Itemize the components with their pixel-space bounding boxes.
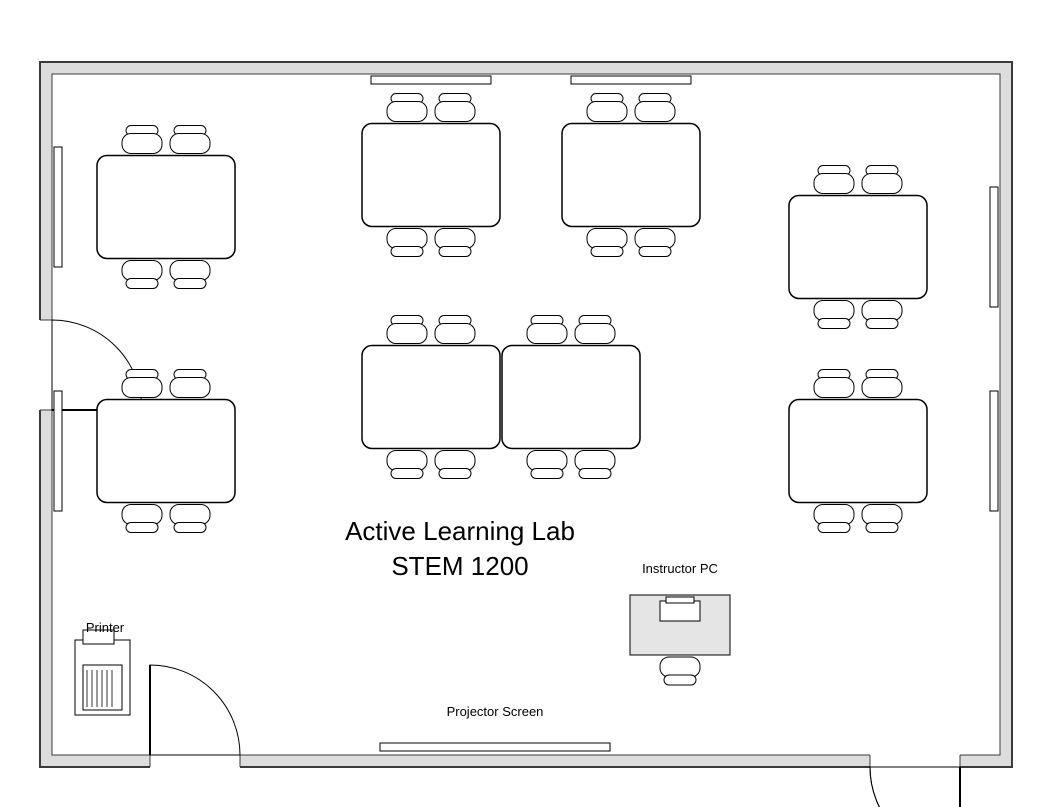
chair	[635, 229, 675, 257]
chair	[435, 451, 475, 479]
title-line2: STEM 1200	[391, 551, 528, 581]
table	[362, 346, 500, 449]
table	[562, 124, 700, 227]
table	[789, 400, 927, 503]
label-projector: Projector Screen	[447, 704, 544, 719]
chair	[387, 229, 427, 257]
chair	[862, 301, 902, 329]
whiteboard	[990, 187, 998, 307]
chair	[122, 505, 162, 533]
table	[97, 156, 235, 259]
chair	[862, 370, 902, 398]
chair	[435, 316, 475, 344]
whiteboard	[371, 76, 491, 84]
chair	[587, 229, 627, 257]
chair	[527, 316, 567, 344]
chair	[122, 261, 162, 289]
chair	[122, 370, 162, 398]
chair	[170, 370, 210, 398]
label-printer: Printer	[86, 620, 125, 635]
chair	[387, 94, 427, 122]
chair	[387, 316, 427, 344]
whiteboard	[54, 391, 62, 511]
title-line1: Active Learning Lab	[345, 516, 575, 546]
table	[362, 124, 500, 227]
whiteboard	[571, 76, 691, 84]
label-instructor: Instructor PC	[642, 561, 718, 576]
chair	[575, 316, 615, 344]
chair	[170, 261, 210, 289]
table	[97, 400, 235, 503]
chair	[387, 451, 427, 479]
chair	[587, 94, 627, 122]
chair	[814, 505, 854, 533]
chair	[635, 94, 675, 122]
chair	[575, 451, 615, 479]
chair	[862, 505, 902, 533]
chair	[170, 126, 210, 154]
chair	[435, 94, 475, 122]
chair	[527, 451, 567, 479]
chair	[435, 229, 475, 257]
chair	[814, 370, 854, 398]
whiteboard	[54, 147, 62, 267]
chair	[814, 166, 854, 194]
projector-screen	[380, 743, 610, 751]
table	[502, 346, 640, 449]
chair	[814, 301, 854, 329]
whiteboard	[990, 391, 998, 511]
table	[789, 196, 927, 299]
chair	[170, 505, 210, 533]
chair	[862, 166, 902, 194]
monitor-icon	[660, 601, 700, 621]
chair	[122, 126, 162, 154]
chair	[660, 657, 700, 685]
printer-icon	[75, 630, 130, 715]
